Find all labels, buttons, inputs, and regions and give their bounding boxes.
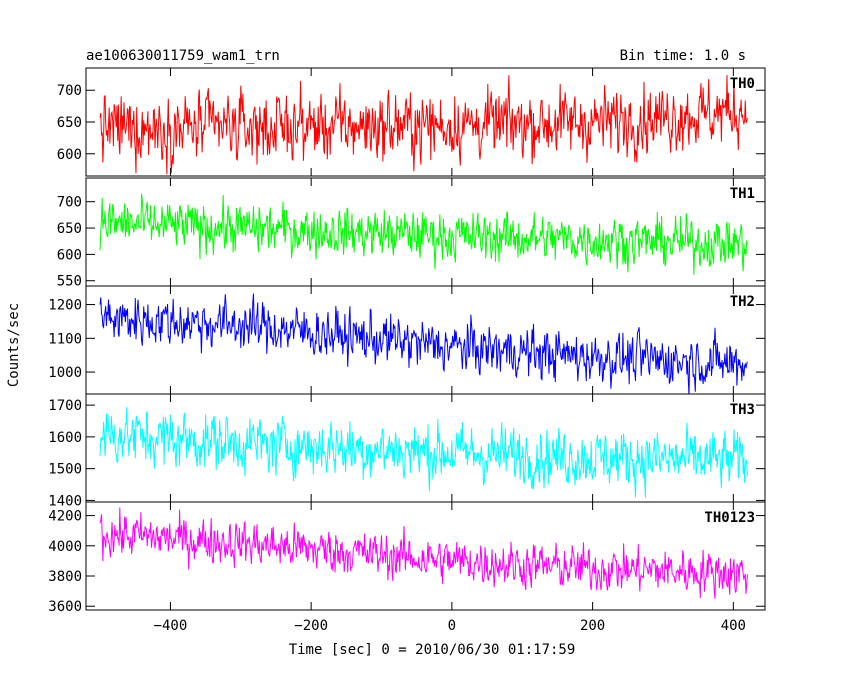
series-line-th0 [99, 74, 748, 175]
panel-frame-th0123 [85, 501, 766, 611]
panel-th0123: 3600 3800 4000 4200 TH0123 [48, 501, 766, 615]
y-tick-label-th2: 1200 [48, 298, 82, 314]
y-tick-label-th3: 1500 [48, 462, 82, 478]
x-tick-label: −200 [294, 618, 328, 634]
y-tick-label-th0123: 4000 [48, 539, 82, 555]
series-line-th3 [99, 407, 748, 498]
x-axis-label: Time [sec] 0 = 2010/06/30 01:17:59 [289, 642, 576, 658]
y-tick-label-th1: 600 [57, 247, 82, 263]
y-tick-label-th0: 650 [57, 115, 82, 131]
y-tick-label-th3: 1400 [48, 493, 82, 509]
panel-label-th1: TH1 [730, 186, 755, 202]
y-tick-label-th1: 650 [57, 221, 82, 237]
panel-th3: 1400 1500 1600 1700 TH3 [48, 393, 766, 509]
y-tick-label-th0123: 3600 [48, 599, 82, 615]
y-axis-label: Counts/sec [6, 303, 22, 387]
panels-group: 600 650 700 TH0 550 600 650 700 TH1 1000 1100 1200 T… [48, 67, 766, 615]
y-tick-label-th0123: 4200 [48, 509, 82, 525]
series-line-th1 [99, 193, 748, 275]
panel-th1: 550 600 650 700 TH1 [57, 177, 766, 290]
y-tick-label-th0: 600 [57, 147, 82, 163]
y-tick-label-th0: 700 [57, 83, 82, 99]
bin-time-label: Bin time: 1.0 s [620, 48, 746, 64]
x-tick-label: 200 [580, 618, 605, 634]
x-tick-label: 400 [721, 618, 746, 634]
x-tick-label: 0 [448, 618, 456, 634]
x-axis: −400 −200 0 200 400 [154, 618, 746, 634]
x-tick-label: −400 [154, 618, 188, 634]
series-line-th2 [99, 293, 748, 394]
series-line-th0123 [99, 507, 748, 599]
y-tick-label-th2: 1000 [48, 365, 82, 381]
y-tick-label-th1: 700 [57, 195, 82, 211]
y-tick-label-th1: 550 [57, 274, 82, 290]
panel-label-th0: TH0 [730, 76, 755, 92]
chart-title: ae100630011759_wam1_trn [86, 48, 280, 64]
panel-label-th2: TH2 [730, 294, 755, 310]
y-tick-label-th3: 1600 [48, 430, 82, 446]
panel-th0: 600 650 700 TH0 [57, 67, 766, 177]
panel-th2: 1000 1100 1200 TH2 [48, 285, 766, 395]
y-tick-label-th2: 1100 [48, 331, 82, 347]
panel-label-th3: TH3 [730, 402, 755, 418]
y-tick-label-th3: 1700 [48, 398, 82, 414]
y-tick-label-th0123: 3800 [48, 569, 82, 585]
panel-label-th0123: TH0123 [704, 510, 755, 526]
